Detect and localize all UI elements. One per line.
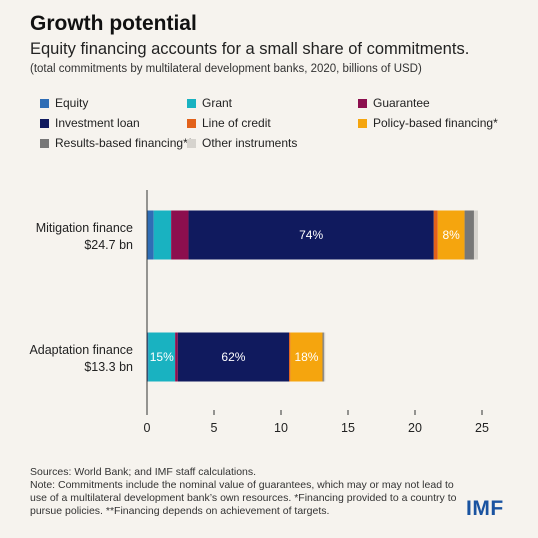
legend-label: Grant <box>202 96 233 110</box>
footnotes: Sources: World Bank; and IMF staff calcu… <box>30 466 470 518</box>
bar-segment <box>433 210 438 260</box>
legend-swatch <box>40 118 49 128</box>
bar-segment <box>323 332 326 382</box>
bar-segment <box>171 210 189 260</box>
bar-segment <box>153 210 172 260</box>
legend-item: Line of credit <box>187 116 271 130</box>
bar-segment <box>148 332 176 382</box>
bar-segment <box>289 332 291 382</box>
legend-item: Grant <box>187 96 232 110</box>
bar-segment <box>175 332 178 382</box>
x-tick-label: 5 <box>211 421 218 435</box>
legend-label: Equity <box>55 96 89 110</box>
data-label: 18% <box>294 350 318 364</box>
legend-label: Policy-based financing* <box>373 116 498 130</box>
legend-swatch <box>40 98 49 108</box>
legend-swatch <box>187 118 196 128</box>
x-tick-label: 15 <box>341 421 355 435</box>
legend-label: Results-based financing** <box>55 136 193 150</box>
x-tick-label: 10 <box>274 421 288 435</box>
x-tick-label: 20 <box>408 421 422 435</box>
data-label: 74% <box>299 228 323 242</box>
bar-segment <box>437 210 465 260</box>
legend: Equity Grant Guarantee Investment loan Line … <box>40 96 520 158</box>
data-label: 62% <box>221 350 245 364</box>
legend-label: Guarantee <box>373 96 430 110</box>
x-tick-label: 0 <box>144 421 151 435</box>
legend-swatch <box>358 118 367 128</box>
legend-item: Investment loan <box>40 116 140 130</box>
legend-label: Other instruments <box>202 136 298 150</box>
chart-units-note: (total commitments by multilateral devel… <box>30 63 422 75</box>
legend-item: Guarantee <box>358 96 430 110</box>
legend-label: Investment loan <box>55 116 140 130</box>
legend-item: Policy-based financing* <box>358 116 498 130</box>
imf-logo: IMF <box>466 497 504 520</box>
legend-swatch <box>358 98 367 108</box>
bar-segment <box>177 332 290 382</box>
category-label: Mitigation finance <box>36 221 133 235</box>
category-label: $24.7 bn <box>84 238 133 252</box>
x-tick-label: 25 <box>475 421 489 435</box>
sources-text: Sources: World Bank; and IMF staff calcu… <box>30 466 257 478</box>
legend-item: Equity <box>40 96 88 110</box>
data-label: 8% <box>443 228 461 242</box>
bar-segment <box>147 332 149 382</box>
bar-segment <box>322 332 324 382</box>
legend-label: Line of credit <box>202 116 271 130</box>
bar-segment <box>473 210 478 260</box>
category-label: Adaptation finance <box>29 343 133 357</box>
bar-segment <box>290 332 323 382</box>
chart-subtitle: Equity financing accounts for a small sh… <box>30 40 470 58</box>
bar-segment <box>464 210 474 260</box>
chart-title: Growth potential <box>30 12 197 35</box>
data-label: 15% <box>150 350 174 364</box>
legend-swatch <box>187 98 196 108</box>
legend-item: Other instruments <box>187 136 297 150</box>
bar-segment <box>188 210 434 260</box>
legend-item: Results-based financing** <box>40 136 192 150</box>
note-text: Note: Commitments include the nominal va… <box>30 479 457 517</box>
bar-segment <box>147 210 154 260</box>
legend-swatch <box>187 138 196 148</box>
legend-swatch <box>40 138 49 148</box>
category-label: $13.3 bn <box>84 360 133 374</box>
